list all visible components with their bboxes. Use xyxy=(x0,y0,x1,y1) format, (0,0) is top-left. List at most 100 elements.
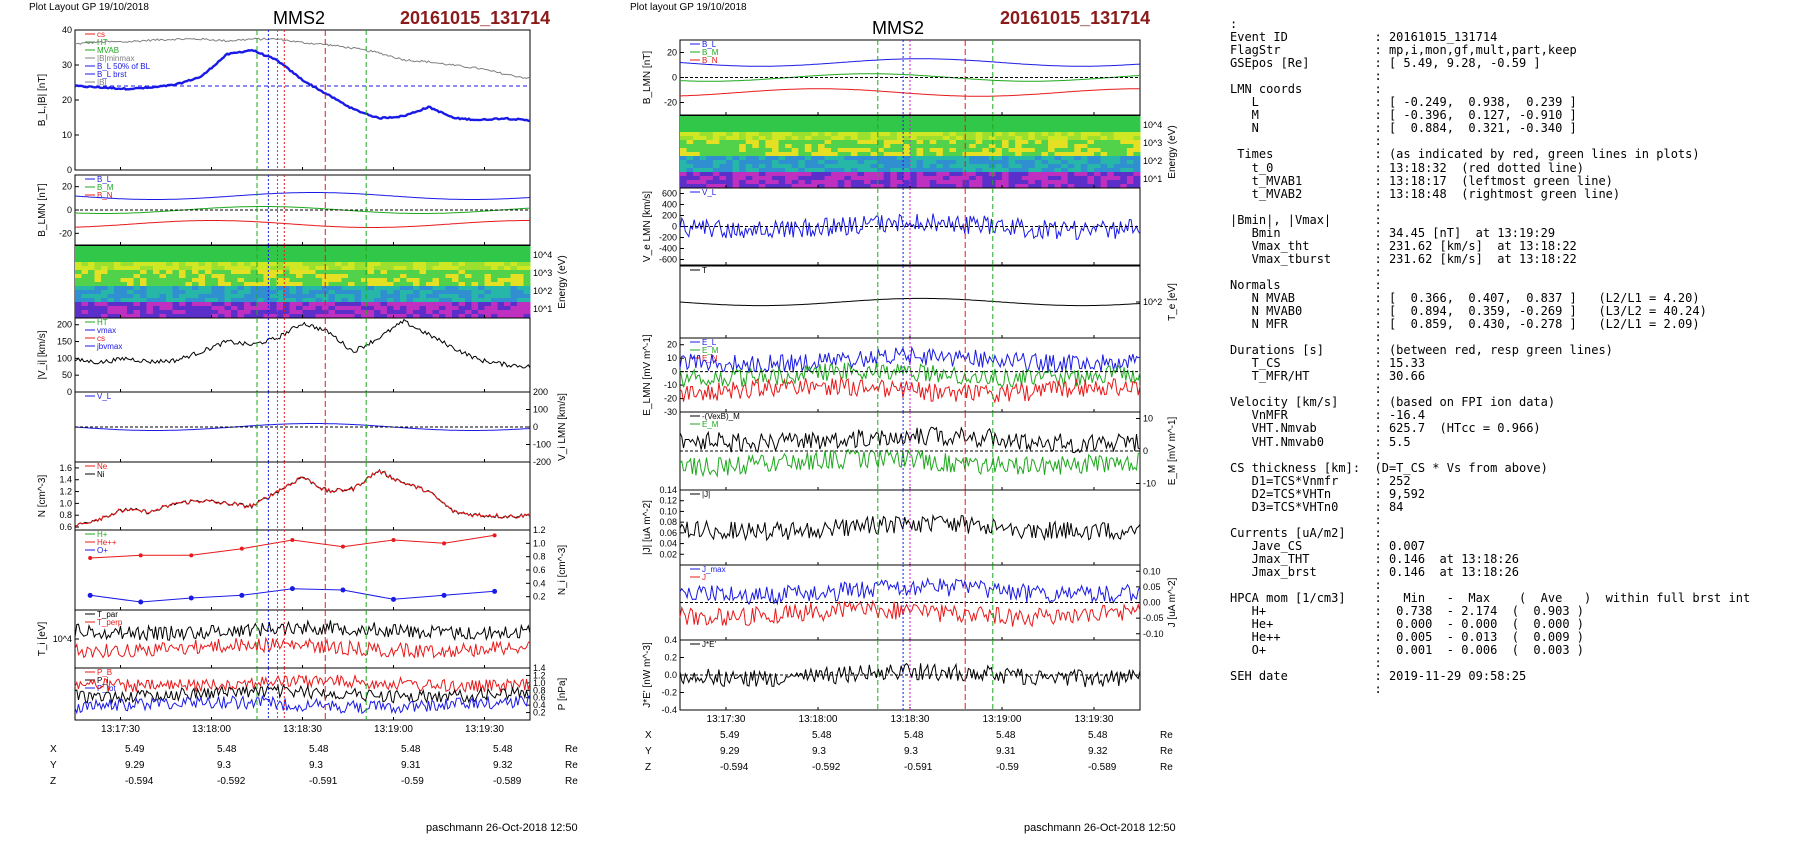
spectrogram-cell xyxy=(400,254,407,259)
spectrogram-cell xyxy=(1021,116,1029,121)
info-line: GSEpos [Re] : [ 5.49, 9.28, -0.59 ] xyxy=(1230,56,1541,71)
spectrogram-cell xyxy=(719,176,727,181)
spectrogram-cell xyxy=(432,274,440,279)
spectrogram-cell xyxy=(1080,152,1088,157)
spectrogram-cell xyxy=(309,298,316,303)
spectrogram-cell xyxy=(127,314,134,319)
heplus-point xyxy=(340,544,345,549)
spectrogram-cell xyxy=(289,310,297,315)
spectrogram-cell xyxy=(916,176,924,181)
spectrogram-cell xyxy=(844,176,852,181)
spectrogram-cell xyxy=(348,298,355,303)
spectrogram-cell xyxy=(752,180,760,185)
spectrogram-cell xyxy=(237,270,245,275)
spectrogram-cell xyxy=(244,286,251,291)
spectrogram-cell xyxy=(192,250,199,255)
data-trace xyxy=(74,318,531,369)
spectrogram-cell xyxy=(445,246,453,251)
spectrogram-cell xyxy=(153,278,160,283)
spectrogram-cell xyxy=(1133,116,1141,121)
spectrogram-cell xyxy=(1133,156,1141,161)
spectrogram-cell xyxy=(445,306,453,311)
spectrogram-cell xyxy=(471,266,479,271)
info-line: N MFR : [ 0.859, 0.430, -0.278 ] (L2/L1 … xyxy=(1230,317,1700,332)
spectrogram-cell xyxy=(1061,184,1069,189)
spectrogram-cell xyxy=(864,116,872,121)
spectrogram-cell xyxy=(120,250,128,255)
spectrogram-cell xyxy=(400,282,407,287)
spectrogram-cell xyxy=(1048,172,1056,177)
spectrogram-cell xyxy=(883,144,891,149)
y-tick-label: 0 xyxy=(67,205,72,215)
spectrogram-cell xyxy=(244,314,251,319)
spectrogram-cell xyxy=(478,258,485,263)
spectrogram-cell xyxy=(982,152,990,157)
spectrogram-cell xyxy=(1107,184,1115,189)
spectrogram-cell xyxy=(1100,136,1108,141)
legend-label: B_L xyxy=(702,40,717,49)
spectrogram-cell xyxy=(289,278,297,283)
series-trace xyxy=(679,513,1141,542)
spectrogram-cell xyxy=(1048,148,1056,153)
series-trace xyxy=(74,220,530,228)
spectrogram-cell xyxy=(903,148,911,153)
spectrogram-cell xyxy=(406,282,414,287)
spectrogram-cell xyxy=(712,180,720,185)
spectrogram-cell xyxy=(393,278,401,283)
info-line: O+ : 0.001 - 0.006 ( 0.003 ) xyxy=(1230,643,1585,658)
spectrogram-cell xyxy=(864,128,872,133)
spectrogram-cell xyxy=(185,274,193,279)
spectrogram-cell xyxy=(127,270,134,275)
spectrogram-cell xyxy=(419,274,427,279)
spectrogram-cell xyxy=(270,286,277,291)
spectrogram-cell xyxy=(995,172,1003,177)
spectrogram-cell xyxy=(896,120,904,125)
spectrogram-cell xyxy=(896,172,904,177)
spectrogram-cell xyxy=(452,314,459,319)
spectrogram-cell xyxy=(712,156,720,161)
spectrogram-cell xyxy=(335,286,342,291)
spectrogram-cell xyxy=(1107,144,1115,149)
spectrogram-cell xyxy=(478,250,485,255)
legend-label: J xyxy=(702,573,706,582)
legend-label: B_M xyxy=(702,48,719,57)
spectrogram-cell xyxy=(133,258,141,263)
spectrogram-cell xyxy=(426,254,433,259)
spectrogram-cell xyxy=(1100,176,1108,181)
spectrogram-cell xyxy=(1028,136,1036,141)
spectrogram-cell xyxy=(818,144,826,149)
spectrogram-cell xyxy=(166,290,173,295)
spectrogram-cell xyxy=(335,266,342,271)
spectrogram-cell xyxy=(1021,172,1029,177)
spectrogram-cell xyxy=(133,262,141,267)
info-line: HPCA mom [1/cm3] : Min - Max ( Ave ) wit… xyxy=(1230,591,1751,606)
spectrogram-cell xyxy=(962,180,970,185)
spectrogram-cell xyxy=(75,314,82,319)
spectrogram-cell xyxy=(923,132,931,137)
spectrogram-cell xyxy=(380,262,388,267)
spectrogram-cell xyxy=(348,294,355,299)
spectrogram-cell xyxy=(877,148,885,153)
info-line: Jave_CS : 0.007 xyxy=(1230,538,1426,553)
spectrogram-cell xyxy=(844,144,852,149)
spectrogram-cell xyxy=(322,250,329,255)
spectrogram-cell xyxy=(988,160,996,165)
spectrogram-cell xyxy=(969,176,977,181)
spectrogram-cell xyxy=(471,298,479,303)
spectrogram-cell xyxy=(791,156,799,161)
spectrogram-cell xyxy=(88,262,95,267)
spectrogram-cell xyxy=(504,282,511,287)
spectrogram-cell xyxy=(153,306,160,311)
spectrogram-cell xyxy=(962,152,970,157)
spectrogram-cell xyxy=(315,270,323,275)
spectrogram-cell xyxy=(988,136,996,141)
spectrogram-cell xyxy=(120,302,128,307)
spectrogram-cell xyxy=(896,184,904,189)
spectrogram-cell xyxy=(361,282,368,287)
spectrogram-cell xyxy=(804,168,812,173)
spectrogram-cell xyxy=(400,314,407,319)
spectrogram-cell xyxy=(1074,140,1082,145)
spectrogram-cell xyxy=(510,310,518,315)
